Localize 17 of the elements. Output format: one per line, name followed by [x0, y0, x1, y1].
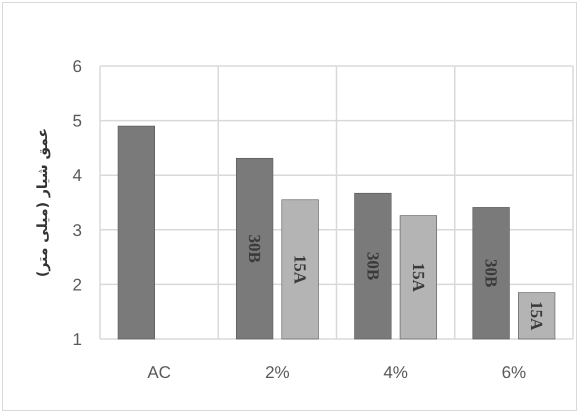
y-tick-label: 6 [72, 57, 82, 76]
y-tick-label: 2 [72, 275, 82, 294]
series-label: 15A [527, 301, 546, 332]
y-tick-label: 5 [72, 112, 82, 131]
x-tick-label: 6% [502, 363, 526, 382]
text: 15A [408, 262, 428, 292]
text: 30B [245, 234, 264, 263]
x-tick-label: AC [147, 363, 171, 382]
text: 30B [482, 259, 501, 288]
text: 15A [290, 254, 310, 284]
series-label: 30B [363, 252, 382, 280]
y-tick-label: 3 [72, 220, 82, 240]
x-tick-label: 4% [383, 363, 408, 382]
y-tick-label: 1 [72, 330, 82, 349]
y-tick-label: 4 [72, 166, 82, 186]
x-tick-label: 2% [265, 363, 290, 382]
y-axis-title: عمق شیار (میلی متر) [35, 128, 51, 278]
